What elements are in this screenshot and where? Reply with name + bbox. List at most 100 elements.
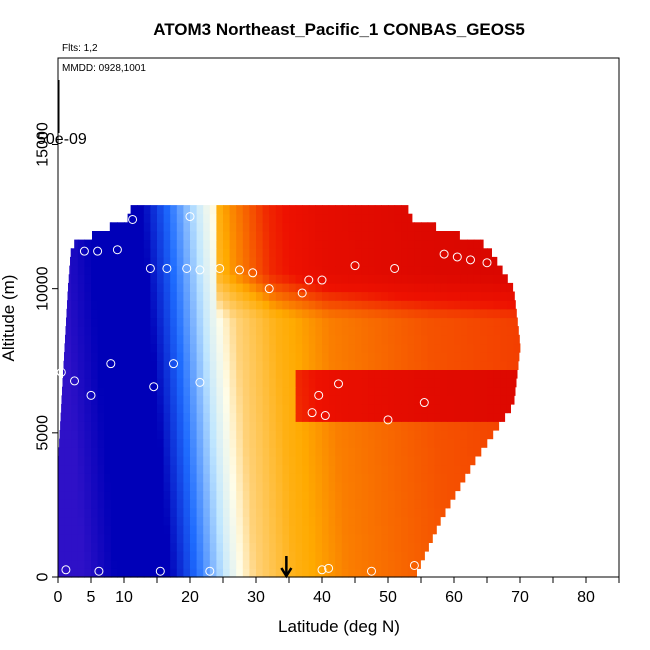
heatmap-cell xyxy=(157,256,165,267)
heatmap-cell xyxy=(322,334,330,345)
heatmap-cell xyxy=(176,205,184,215)
heatmap-cell xyxy=(302,499,310,509)
heatmap-cell xyxy=(84,559,92,569)
heatmap-cell xyxy=(513,317,518,327)
heatmap-cell xyxy=(84,404,92,414)
heatmap-cell xyxy=(348,525,356,535)
heatmap-cell xyxy=(242,256,250,267)
heatmap-cell xyxy=(401,231,409,241)
heatmap-cell xyxy=(302,360,310,370)
heatmap-cell xyxy=(97,551,105,561)
heatmap-cell xyxy=(157,352,165,362)
heatmap-cell xyxy=(335,447,343,457)
sample-point xyxy=(205,566,215,576)
heatmap-cell xyxy=(163,360,171,370)
heatmap-cell xyxy=(183,308,191,319)
heatmap-cell xyxy=(434,395,442,405)
heatmap-cell xyxy=(84,360,92,370)
heatmap-cell xyxy=(374,481,382,492)
heatmap-cell xyxy=(500,317,508,327)
heatmap-cell xyxy=(64,490,72,500)
heatmap-cell xyxy=(110,256,118,267)
heatmap-cell xyxy=(190,542,198,552)
heatmap-cell xyxy=(335,360,343,370)
heatmap-cell xyxy=(460,334,468,345)
heatmap-cell xyxy=(150,499,158,509)
heatmap-cell xyxy=(150,507,158,518)
heatmap-cell xyxy=(427,239,435,249)
heatmap-cell xyxy=(236,481,244,492)
heatmap-cell xyxy=(117,274,125,284)
heatmap-cell xyxy=(289,421,297,431)
heatmap-cell xyxy=(77,533,85,543)
heatmap-cell xyxy=(269,533,277,543)
heatmap-cell xyxy=(196,386,204,396)
heatmap-cell xyxy=(381,559,389,569)
heatmap-cell xyxy=(157,395,165,405)
heatmap-cell xyxy=(236,516,244,526)
heatmap-cell xyxy=(150,369,158,379)
heatmap-cell xyxy=(315,481,323,492)
heatmap-cell xyxy=(493,326,501,336)
heatmap-cell xyxy=(130,412,138,422)
heatmap-cell xyxy=(454,473,462,483)
heatmap-cell xyxy=(374,222,382,232)
heatmap-cell xyxy=(440,378,448,388)
heatmap-cell xyxy=(275,464,283,474)
heatmap-cell xyxy=(361,533,369,543)
heatmap-cell xyxy=(216,421,224,431)
heatmap-cell xyxy=(242,231,250,241)
heatmap-cell xyxy=(150,464,158,474)
y-tick-label: 15000 xyxy=(35,122,52,167)
heatmap-cell xyxy=(506,274,508,284)
heatmap-cell xyxy=(150,559,158,569)
heatmap-cell xyxy=(157,231,165,241)
heatmap-cell xyxy=(394,274,402,284)
heatmap-cell xyxy=(249,282,257,293)
heatmap-cell xyxy=(143,265,151,275)
heatmap-cell xyxy=(176,412,184,422)
heatmap-cell xyxy=(374,265,382,275)
heatmap-cell xyxy=(256,386,264,396)
heatmap-cell xyxy=(355,300,363,310)
heatmap-cell xyxy=(322,507,330,518)
heatmap-cell xyxy=(229,516,237,526)
heatmap-cell xyxy=(77,343,85,353)
heatmap-cell xyxy=(460,455,468,466)
heatmap-cell xyxy=(223,525,231,535)
heatmap-cell xyxy=(328,326,336,336)
heatmap-cell xyxy=(157,386,165,396)
heatmap-cell xyxy=(302,300,310,310)
heatmap-cell xyxy=(401,222,409,232)
heatmap-cell xyxy=(506,326,514,336)
heatmap-cell xyxy=(513,378,517,388)
sample-point xyxy=(466,255,475,265)
sample-point xyxy=(235,265,244,275)
heatmap-cell xyxy=(361,265,369,275)
heatmap-cell xyxy=(91,551,99,561)
heatmap-cell xyxy=(84,282,92,293)
heatmap-cell xyxy=(183,386,191,396)
heatmap-cell xyxy=(236,412,244,422)
heatmap-cell xyxy=(308,386,316,396)
heatmap-cell xyxy=(130,378,138,388)
heatmap-cell xyxy=(374,551,382,561)
heatmap-cell xyxy=(374,326,382,336)
heatmap-cell xyxy=(487,317,495,327)
heatmap-cell xyxy=(388,300,396,310)
heatmap-cell xyxy=(460,404,468,414)
heatmap-cell xyxy=(322,360,330,370)
heatmap-cell xyxy=(302,231,310,241)
heatmap-cell xyxy=(170,542,178,552)
heatmap-cell xyxy=(190,421,198,431)
heatmap-cell xyxy=(282,438,290,448)
heatmap-cell xyxy=(401,533,409,543)
heatmap-cell xyxy=(282,412,290,422)
heatmap-cell xyxy=(150,473,158,483)
heatmap-cell xyxy=(368,282,376,293)
heatmap-cell xyxy=(150,447,158,457)
heatmap-cell xyxy=(236,265,244,275)
heatmap-cell xyxy=(196,326,204,336)
heatmap-cell xyxy=(269,386,277,396)
heatmap-cell xyxy=(150,256,158,267)
